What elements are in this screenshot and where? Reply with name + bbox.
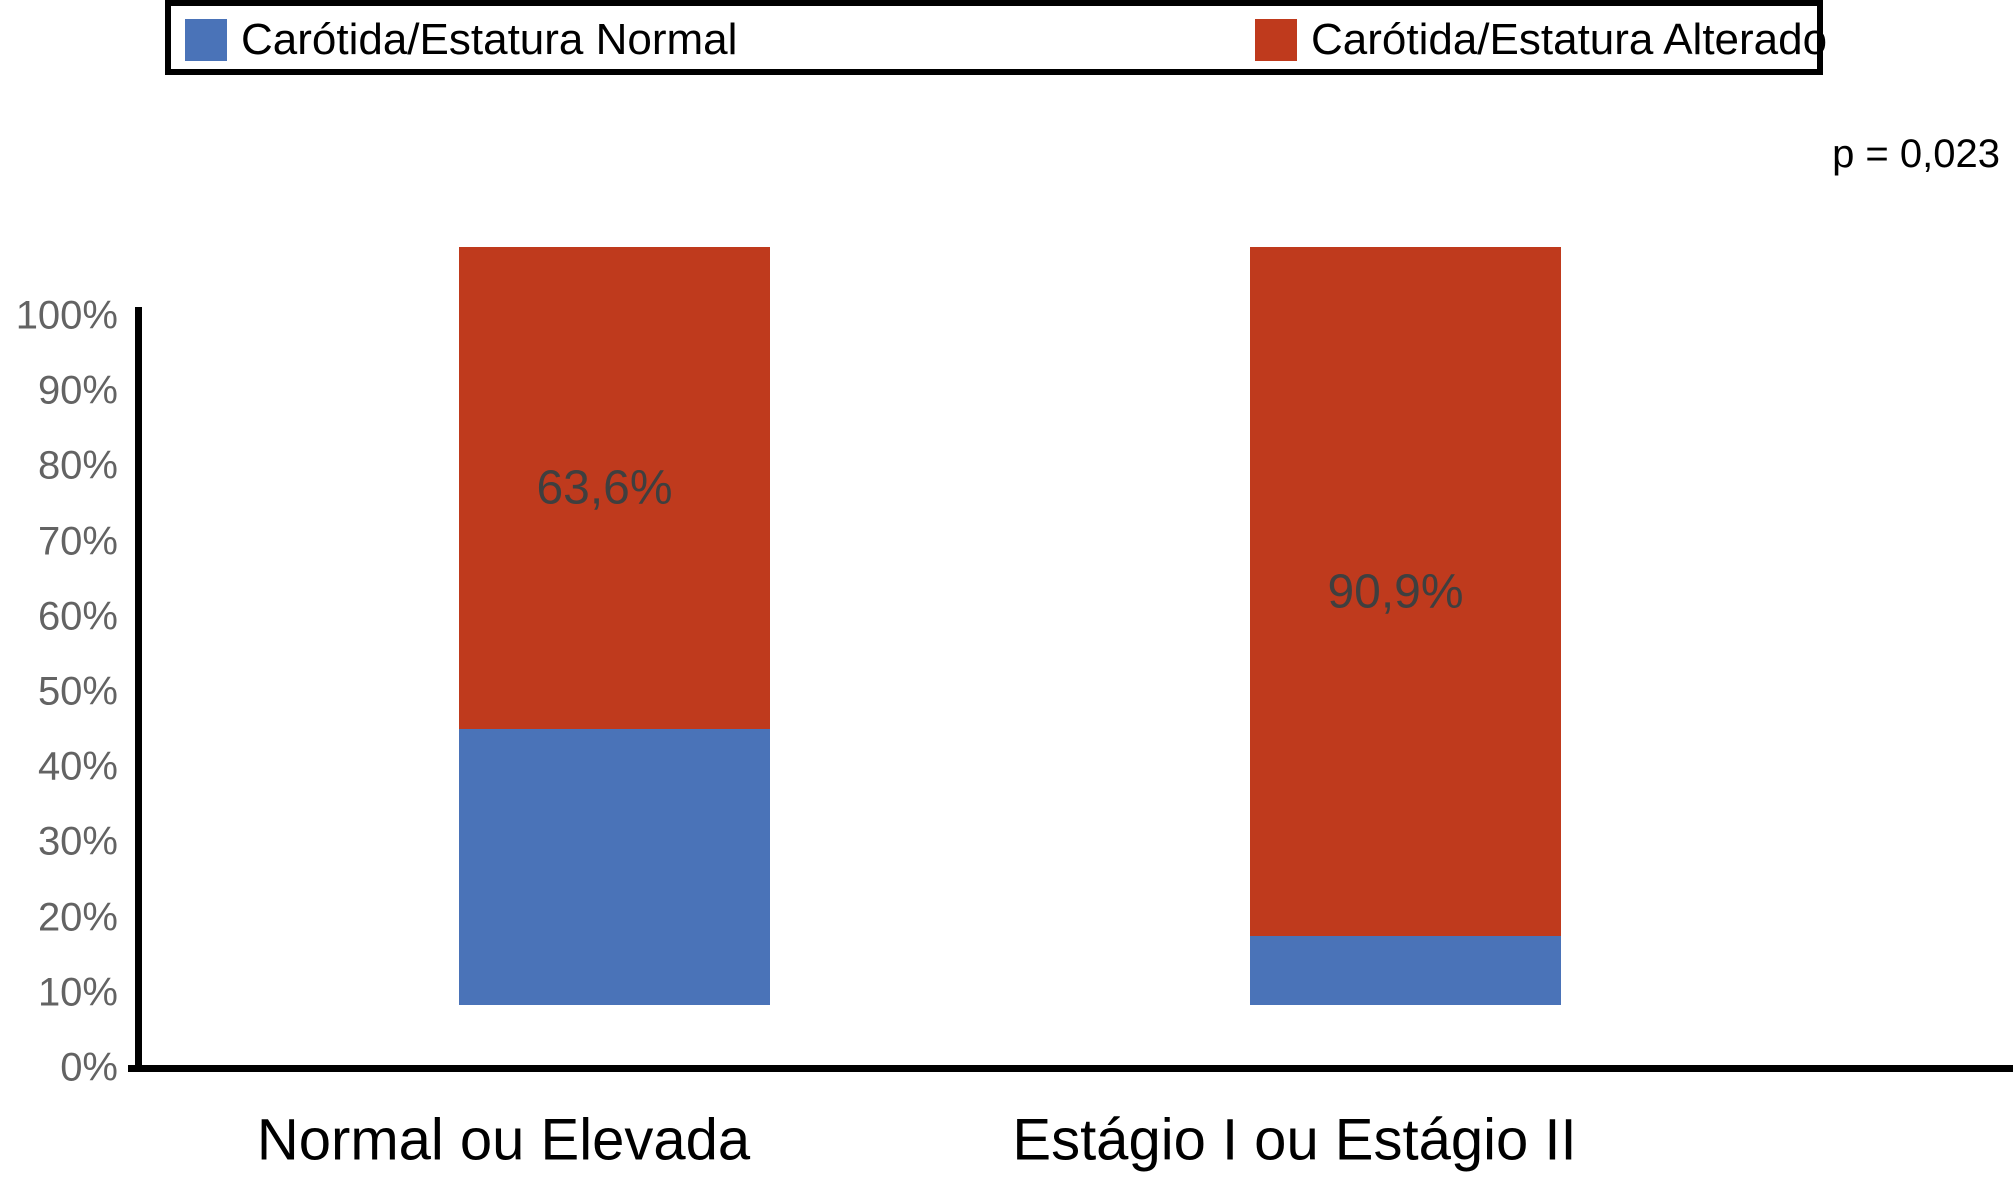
y-axis-tick-label: 40% <box>37 744 118 789</box>
y-axis-tick-label: 30% <box>37 819 118 864</box>
legend-swatch-normal-icon <box>185 19 227 61</box>
bar-segment-normal-1 <box>1250 936 1561 1005</box>
x-axis-line <box>128 1065 2013 1072</box>
legend-item-alterado: Carótida/Estatura Alterado <box>1255 15 1828 64</box>
y-axis-tick-label: 20% <box>37 895 118 940</box>
p-value-annotation: p = 0,023 <box>1832 132 2000 176</box>
legend-item-normal: Carótida/Estatura Normal <box>185 15 738 64</box>
y-axis-tick-label: 10% <box>37 970 118 1015</box>
y-axis-line <box>135 307 142 1068</box>
bar-segment-alterado-0 <box>459 247 770 730</box>
y-axis-tick-label: 60% <box>37 594 118 639</box>
y-axis-tick-label: 80% <box>37 443 118 488</box>
y-axis-tick-label: 90% <box>37 368 118 413</box>
x-axis-category-label: Normal ou Elevada <box>256 1107 751 1173</box>
y-axis-tick-label: 70% <box>37 519 118 564</box>
y-axis-tick-label: 50% <box>37 669 118 714</box>
legend: Carótida/Estatura Normal Carótida/Estatu… <box>165 0 1827 75</box>
bar-data-label: 63,6% <box>536 461 673 515</box>
bar-segment-normal-0 <box>459 729 770 1005</box>
bar-data-label: 90,9% <box>1327 565 1464 618</box>
legend-label-alterado: Carótida/Estatura Alterado <box>1311 15 1828 64</box>
x-axis-category-label: Estágio I ou Estágio II <box>1012 1107 1577 1173</box>
y-axis-tick-label: 0% <box>60 1045 118 1090</box>
legend-swatch-alterado-icon <box>1255 19 1297 61</box>
y-axis-tick-label: 100% <box>15 293 118 338</box>
legend-label-normal: Carótida/Estatura Normal <box>241 15 738 64</box>
bar-segment-alterado-1 <box>1250 247 1561 937</box>
